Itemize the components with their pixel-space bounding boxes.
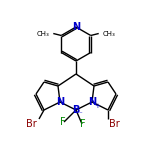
Text: CH₃: CH₃ [103, 31, 116, 36]
Text: CH₃: CH₃ [36, 31, 49, 36]
Text: Br: Br [26, 119, 36, 129]
Text: +: + [94, 103, 100, 109]
Text: N: N [72, 22, 80, 32]
Text: Br: Br [109, 119, 119, 129]
Text: ⁻: ⁻ [78, 111, 82, 117]
Text: F: F [60, 117, 66, 127]
Text: N: N [56, 97, 64, 107]
Text: N: N [88, 97, 96, 107]
Text: F: F [80, 119, 86, 129]
Text: B: B [72, 105, 80, 115]
